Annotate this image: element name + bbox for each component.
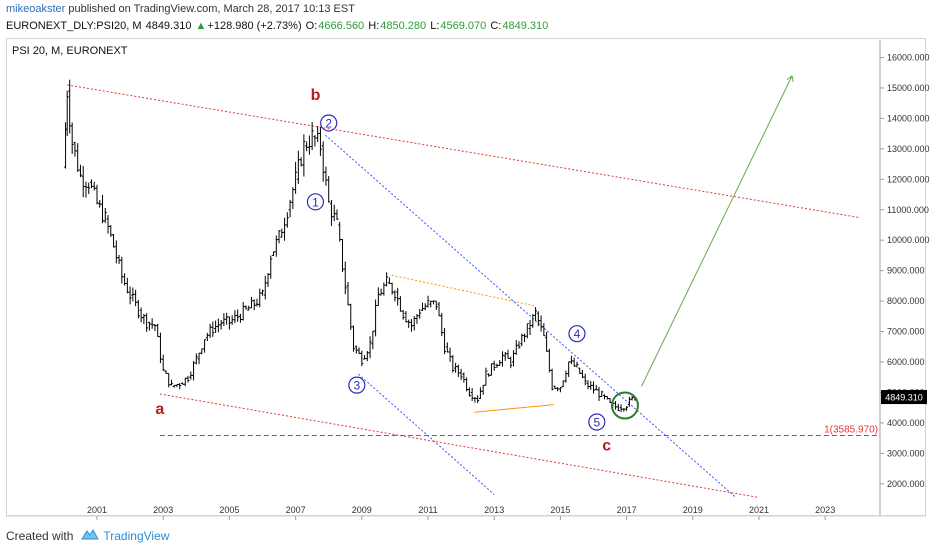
wave-label-3: 3 — [353, 379, 360, 393]
x-tick-label: 2003 — [153, 505, 173, 515]
wave-letter-b: b — [311, 87, 321, 104]
y-tick-label: 10000.000 — [887, 235, 930, 245]
x-tick-label: 2021 — [749, 505, 769, 515]
symbol: EURONEXT_DLY:PSI20, M — [6, 20, 142, 32]
low-label: L: — [430, 20, 440, 32]
y-tick-label: 4000.000 — [887, 418, 925, 428]
y-tick-label: 16000.000 — [887, 53, 930, 63]
y-tick-label: 6000.000 — [887, 357, 925, 367]
x-tick-label: 2001 — [87, 505, 107, 515]
wave-label-2: 2 — [325, 116, 332, 130]
y-tick-label: 2000.000 — [887, 479, 925, 489]
y-tick-label: 14000.000 — [887, 113, 930, 123]
x-tick-label: 2011 — [418, 505, 437, 515]
publish-line: mikeoakster published on TradingView.com… — [6, 3, 355, 15]
x-tick-label: 2013 — [484, 505, 504, 515]
high-value: 4850.280 — [380, 20, 427, 32]
high-label: H: — [368, 20, 380, 32]
breakout-circle — [610, 391, 639, 420]
x-tick-label: 2015 — [550, 505, 570, 515]
x-tick-label: 2023 — [815, 505, 835, 515]
close-value: 4849.310 — [502, 20, 549, 32]
up-arrow-icon: ▲ — [195, 20, 207, 32]
low-value: 4569.070 — [440, 20, 487, 32]
fib-level-label: 1(3585.970) — [824, 425, 878, 436]
y-tick-label: 8000.000 — [887, 296, 925, 306]
y-tick-label: 11000.000 — [887, 205, 929, 215]
plot-area — [64, 75, 880, 498]
x-tick-label: 2017 — [617, 505, 637, 515]
wave-parallel-line — [358, 373, 495, 495]
change: +128.980 (+2.73%) — [207, 20, 302, 32]
y-tick-label: 13000.000 — [887, 144, 930, 154]
wave-circle-2 — [320, 114, 338, 132]
open-label: O: — [305, 20, 318, 32]
y-tick-label: 15000.000 — [887, 83, 930, 93]
x-tick-label: 2007 — [286, 505, 306, 515]
channel-upper-line — [67, 84, 859, 218]
y-tick-label: 9000.000 — [887, 266, 925, 276]
target-arrow-line — [641, 75, 793, 387]
wave-letter-c: c — [602, 437, 611, 454]
published-text: published on TradingView.com, March 28, … — [68, 3, 355, 15]
x-tick-label: 2019 — [683, 505, 703, 515]
wave-circle-1 — [306, 193, 325, 211]
y-tick-label: 7000.000 — [887, 327, 925, 337]
author-link[interactable]: mikeoakster — [6, 3, 66, 15]
wave-letter-a: a — [155, 401, 164, 418]
wave-circle-4 — [568, 325, 586, 343]
y-tick-label: 3000.000 — [887, 448, 925, 458]
x-tick-label: 2005 — [219, 505, 239, 515]
wave-trend-line — [325, 134, 737, 498]
close-label: C: — [490, 20, 502, 32]
last-price: 4849.310 — [145, 20, 192, 32]
footer: Created with TradingView — [6, 528, 169, 543]
x-tick-label: 2009 — [352, 505, 372, 515]
triangle-lower-line — [474, 404, 554, 413]
tradingview-logo-icon — [81, 528, 100, 543]
last-price-label: 4849.310 — [885, 393, 923, 403]
tradingview-brand[interactable]: TradingView — [103, 528, 170, 543]
triangle-upper-line — [391, 274, 535, 307]
wave-label-4: 4 — [574, 327, 581, 341]
wave-label-1: 1 — [312, 195, 319, 209]
channel-lower-line — [159, 393, 760, 498]
open-value: 4666.560 — [318, 20, 365, 32]
wave-circle-5 — [588, 413, 606, 431]
target-arrow-head-icon — [786, 75, 794, 82]
chart-title: PSI 20, M, EURONEXT — [12, 45, 128, 57]
y-tick-label: 12000.000 — [887, 174, 930, 184]
wave-circle-3 — [348, 376, 366, 394]
ohlc-line: EURONEXT_DLY:PSI20, M 4849.310 ▲+128.980… — [6, 20, 549, 32]
last-price-badge — [881, 390, 927, 405]
created-with-text: Created with — [6, 528, 74, 543]
wave-label-5: 5 — [593, 415, 600, 429]
